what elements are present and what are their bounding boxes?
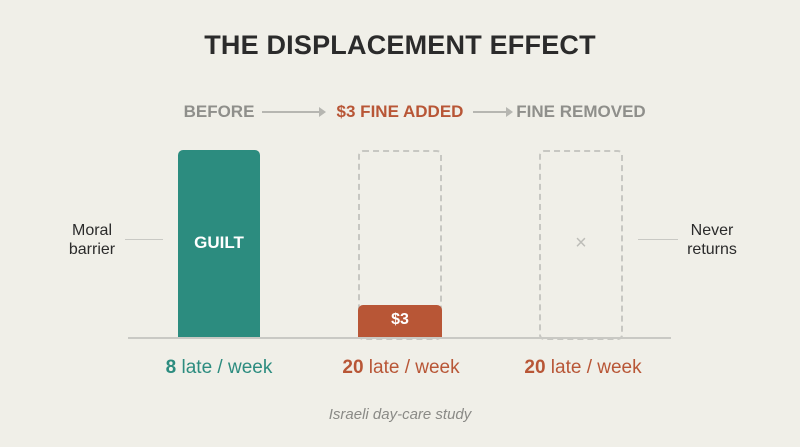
count-before: 8 late / week bbox=[144, 356, 294, 380]
removed-outline bbox=[539, 150, 623, 340]
count-number: 20 bbox=[524, 357, 546, 378]
phase-label-fine-removed: FINE REMOVED bbox=[516, 102, 646, 121]
count-number: 8 bbox=[165, 357, 177, 378]
baseline bbox=[128, 337, 671, 339]
count-unit: late / week bbox=[176, 357, 273, 378]
count-number: 20 bbox=[342, 357, 364, 378]
moral-barrier-connector bbox=[125, 239, 163, 240]
fine-bar-label: $3 bbox=[391, 311, 409, 328]
close-icon: × bbox=[575, 232, 587, 254]
caption: Israeli day-care study bbox=[328, 406, 472, 423]
page-title: THE DISPLACEMENT EFFECT bbox=[204, 30, 596, 60]
never-returns-connector bbox=[638, 239, 678, 240]
arrow-right-icon bbox=[473, 107, 513, 117]
fine-bar: $3 bbox=[358, 305, 442, 338]
moral-barrier-label: Moral barrier bbox=[68, 222, 116, 258]
count-fine-removed: 20 late / week bbox=[508, 356, 658, 380]
never-returns-label: Never returns bbox=[687, 222, 737, 258]
guilt-bar-label: GUILT bbox=[194, 233, 244, 252]
count-unit: late / week bbox=[545, 357, 642, 378]
phase-label-before: BEFORE bbox=[183, 102, 255, 121]
count-unit: late / week bbox=[363, 357, 460, 378]
arrow-right-icon bbox=[262, 107, 326, 117]
guilt-bar: GUILT bbox=[178, 150, 260, 338]
phase-label-fine-added: $3 FINE ADDED bbox=[336, 102, 464, 121]
count-fine-added: 20 late / week bbox=[326, 356, 476, 380]
empty-guilt-outline bbox=[358, 150, 442, 340]
